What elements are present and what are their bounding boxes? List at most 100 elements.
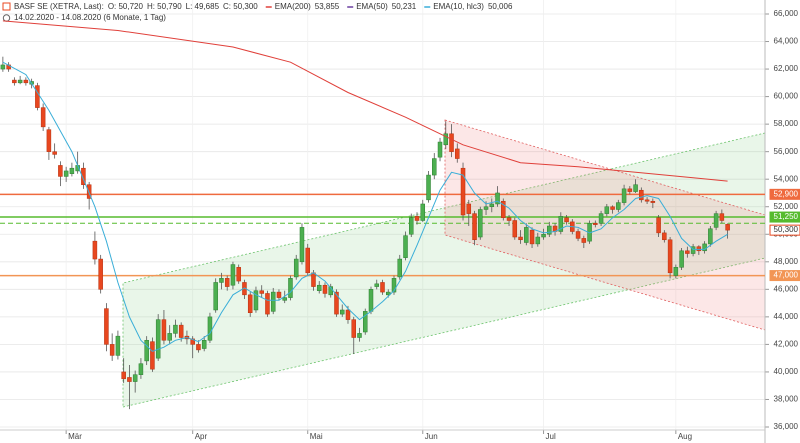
candle-body — [616, 202, 621, 210]
candle-body — [23, 79, 29, 84]
x-tick-label: Aug — [678, 432, 692, 441]
candle-body — [316, 284, 322, 291]
y-tick-label: 66,000 — [774, 9, 799, 18]
candle-body — [247, 294, 253, 313]
candle-body — [472, 213, 477, 241]
candle-body — [380, 282, 385, 293]
candle-body — [334, 291, 339, 315]
candle-body — [564, 217, 569, 223]
candle-body — [708, 228, 713, 245]
candle-body — [282, 297, 287, 301]
y-tick-label: 40,000 — [774, 367, 799, 376]
candle-body — [547, 225, 552, 235]
candle-body — [173, 324, 178, 334]
candle-body — [293, 258, 299, 278]
subtitle: 14.02.2020 - 14.08.2020 (6 Monate, 1 Tag… — [14, 13, 166, 22]
candle-body — [414, 216, 420, 221]
candle-body — [581, 238, 587, 243]
candle-body — [138, 363, 144, 375]
candle-body — [443, 133, 449, 146]
y-tick-label: 44,000 — [774, 312, 799, 321]
ohlc-value: H: 50,790 — [147, 2, 182, 11]
symbol-icon — [2, 2, 11, 11]
candle-body — [690, 246, 696, 254]
candle-body — [115, 335, 121, 356]
candle-body — [495, 192, 500, 205]
candle-body — [449, 133, 454, 152]
candle-body — [121, 371, 126, 380]
candle-body — [650, 200, 656, 203]
candle-body — [501, 200, 506, 218]
x-tick-label: Mai — [310, 432, 323, 441]
candle-body — [489, 203, 495, 207]
candle-body — [535, 236, 541, 245]
candle-body — [81, 167, 86, 185]
x-tick-label: Mär — [68, 432, 82, 441]
level-tag — [769, 188, 800, 200]
candle-body — [201, 340, 207, 349]
x-tick-label: Jun — [425, 432, 438, 441]
candle-body — [213, 282, 218, 311]
candle-body — [719, 213, 725, 221]
ohlc-value: C: 50,300 — [223, 2, 258, 11]
candle-body — [478, 209, 483, 238]
candle-body — [391, 278, 397, 293]
y-tick-label: 56,000 — [774, 147, 799, 156]
candle-body — [109, 344, 115, 356]
candle-body — [230, 264, 236, 286]
candle-body — [639, 189, 644, 201]
candle-body — [155, 319, 161, 359]
candle-body — [35, 85, 40, 108]
candle-body — [40, 107, 46, 128]
candle-body — [276, 291, 282, 298]
candle-body — [512, 220, 518, 238]
y-tick-label: 48,000 — [774, 257, 799, 266]
y-tick-label: 52,000 — [774, 202, 799, 211]
ohlc-value: O: 50,720 — [108, 2, 144, 11]
candle-body — [627, 188, 633, 192]
y-tick-label: 42,000 — [774, 340, 799, 349]
candle-body — [63, 170, 69, 177]
y-tick-label: 38,000 — [774, 395, 799, 404]
x-tick-label: Jul — [546, 432, 556, 441]
candle-body — [219, 278, 224, 283]
y-tick-label: 46,000 — [774, 284, 799, 293]
candle-body — [58, 165, 63, 177]
candle-body — [725, 224, 730, 231]
candle-body — [52, 151, 57, 155]
candle-body — [322, 284, 328, 294]
legend-name: EMA(10, hlc3) — [433, 2, 484, 11]
candle-body — [575, 231, 581, 239]
candle-body — [633, 184, 638, 192]
candle-body — [144, 340, 149, 362]
candle-body — [345, 309, 351, 320]
candle-body — [357, 333, 362, 338]
candle-body — [541, 234, 546, 238]
candle-body — [386, 291, 391, 296]
level-label: 50,300 — [774, 225, 799, 234]
level-tag — [769, 270, 800, 282]
candle-body — [127, 377, 132, 382]
indicator-line — [2, 61, 728, 352]
candle-body — [598, 213, 604, 224]
candle-body — [311, 272, 316, 287]
candle-body — [506, 217, 512, 221]
candle-body — [259, 290, 264, 294]
candle-body — [662, 232, 667, 241]
candle-body — [420, 203, 426, 221]
legend-value: 50,006 — [488, 2, 513, 11]
candle-body — [437, 141, 443, 158]
candle-body — [253, 290, 259, 311]
level-label: 51,250 — [774, 212, 799, 221]
y-tick-label: 58,000 — [774, 119, 799, 128]
candle-body — [104, 308, 109, 345]
candle-body — [696, 246, 702, 252]
candle-body — [132, 374, 138, 382]
candle-body — [368, 289, 374, 312]
level-label: 52,900 — [774, 189, 799, 198]
candle-body — [455, 148, 460, 159]
candle-body — [362, 311, 368, 333]
candle-body — [224, 278, 230, 287]
candle-body — [426, 174, 431, 201]
